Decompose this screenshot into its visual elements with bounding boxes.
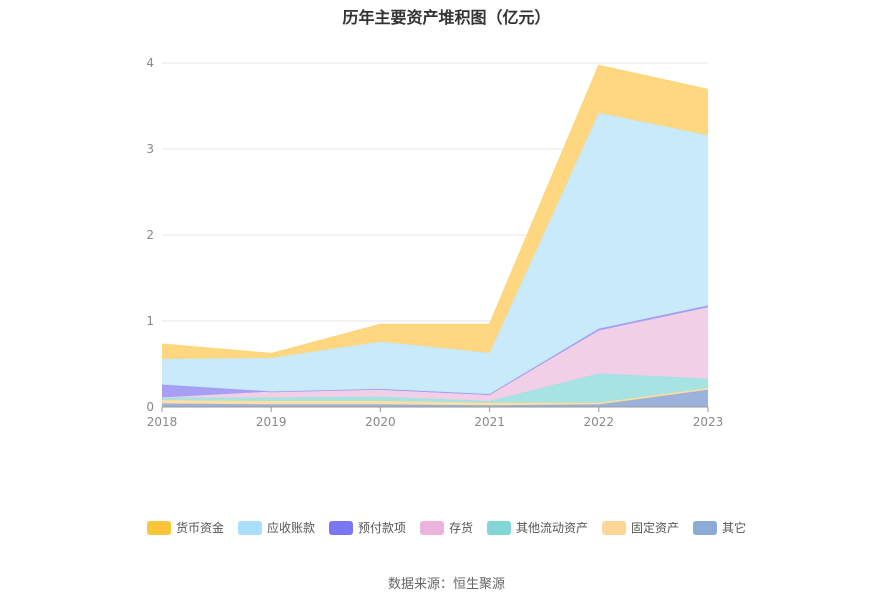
area-edge-存货 xyxy=(161,306,709,399)
legend-label: 存货 xyxy=(448,521,473,535)
x-tick-label: 2021 xyxy=(474,415,505,429)
area-存货 xyxy=(162,307,708,401)
legend-item[interactable]: 应收账款 xyxy=(237,519,315,536)
y-tick-label: 3 xyxy=(146,142,154,156)
legend-label: 货币资金 xyxy=(175,521,224,535)
legend-item[interactable]: 其它 xyxy=(693,519,746,536)
legend-label: 预付款项 xyxy=(357,521,406,535)
legend-swatch xyxy=(487,520,511,535)
x-tick-label: 2020 xyxy=(365,415,396,429)
area-货币资金 xyxy=(162,65,708,359)
chart-title: 历年主要资产堆积图（亿元） xyxy=(342,8,551,27)
legend-swatch xyxy=(419,520,444,535)
legend-item[interactable]: 其他流动资产 xyxy=(487,519,588,536)
legend-label: 固定资产 xyxy=(631,521,680,535)
legend-swatch xyxy=(146,520,171,535)
legend-swatch xyxy=(237,520,262,535)
y-tick-label: 4 xyxy=(146,56,154,70)
legend-swatch xyxy=(328,520,353,535)
legend-item[interactable]: 货币资金 xyxy=(146,519,224,536)
x-tick-label: 2019 xyxy=(256,415,287,429)
legend-item[interactable]: 预付款项 xyxy=(328,519,406,536)
x-tick-label: 2023 xyxy=(693,415,724,429)
x-tick-label: 2022 xyxy=(584,415,615,429)
legend-swatch xyxy=(602,520,627,535)
area-应收账款 xyxy=(162,112,708,395)
x-tick-label: 2018 xyxy=(147,415,178,429)
legend-item[interactable]: 固定资产 xyxy=(602,519,679,536)
source-note: 数据来源：恒生聚源 xyxy=(387,577,505,592)
area-固定资产 xyxy=(162,388,708,406)
area-edge-货币资金 xyxy=(161,64,709,355)
legend-label: 其他流动资产 xyxy=(516,521,589,535)
y-tick-label: 0 xyxy=(146,400,154,414)
legend-swatch xyxy=(693,520,718,535)
legend-label: 其它 xyxy=(722,521,747,535)
legend: 货币资金 应收账款 预付款项 存货 其他流动资产 固定资产 其它 xyxy=(0,519,893,536)
legend-item[interactable]: 存货 xyxy=(419,519,473,536)
y-tick-label: 1 xyxy=(146,314,154,328)
y-tick-label: 2 xyxy=(146,228,154,242)
legend-label: 应收账款 xyxy=(266,521,315,535)
area-series xyxy=(161,64,709,407)
axes: 0 1 2 3 4 2018 2019 2020 2021 2022 2023 xyxy=(146,56,723,429)
area-其它 xyxy=(162,389,708,407)
